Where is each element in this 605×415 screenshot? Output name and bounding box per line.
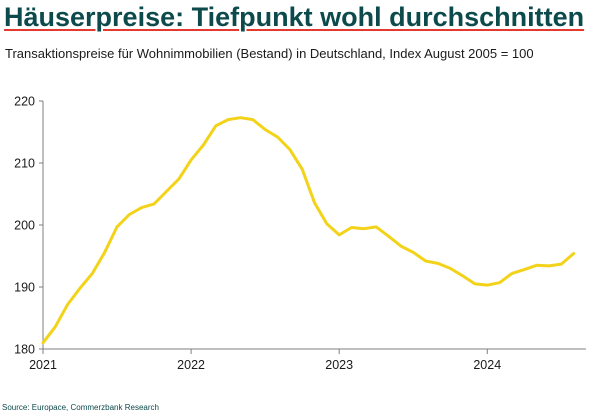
y-tick-label: 220 <box>14 95 35 109</box>
plot-area <box>41 116 576 345</box>
x-tick-label: 2024 <box>473 358 501 372</box>
y-tick-label: 190 <box>14 281 35 295</box>
x-tick-label: 2023 <box>325 358 353 372</box>
series-line <box>41 116 576 345</box>
y-tick-label: 180 <box>14 343 35 357</box>
tick-labels: 180 190 200 210 220 2021 2022 2023 2024 <box>14 95 501 373</box>
chart-subtitle: Transaktionspreise für Wohnimmobilien (B… <box>5 46 534 61</box>
y-tick-label: 200 <box>14 219 35 233</box>
x-tick-label: 2022 <box>177 358 205 372</box>
x-tick-label: 2021 <box>29 358 57 372</box>
source-note: Source: Europace, Commerzbank Research <box>2 403 159 412</box>
y-tick-label: 210 <box>14 157 35 171</box>
chart-title: Häuserpreise: Tiefpunkt wohl durchschnit… <box>4 2 585 32</box>
chart-axes <box>39 100 586 354</box>
